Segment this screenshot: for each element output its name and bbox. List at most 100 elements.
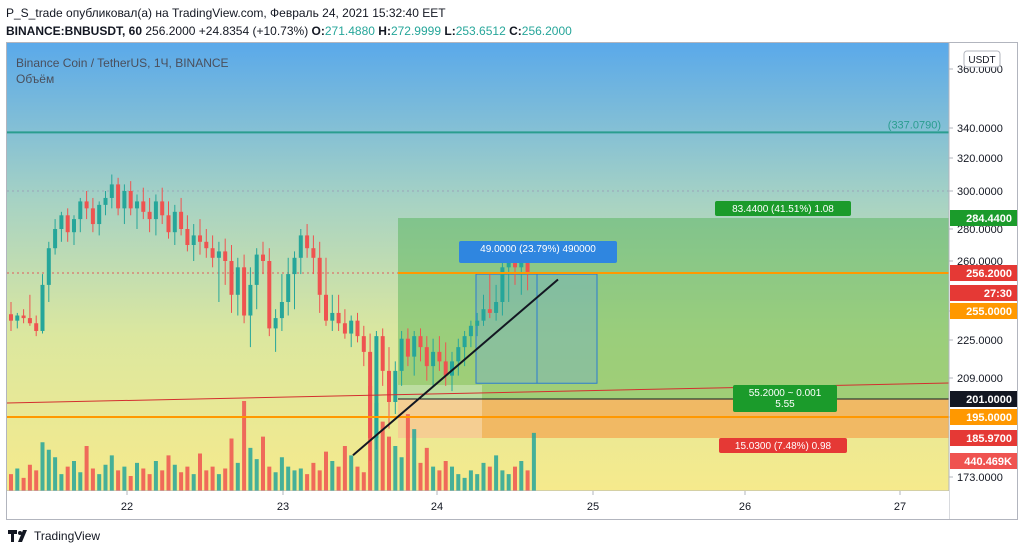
volume-bar — [267, 466, 272, 491]
volume-bar — [198, 453, 202, 491]
candle-body — [292, 257, 297, 275]
candle-body — [494, 302, 499, 313]
stop-zone — [398, 399, 949, 438]
trendline — [352, 278, 559, 456]
tradingview-logo-icon — [8, 530, 27, 542]
candle-body — [361, 336, 366, 352]
candle-body — [468, 325, 473, 337]
volume-bar — [462, 477, 467, 491]
candle-body — [223, 251, 228, 261]
candle-body — [456, 347, 461, 362]
time-tick-label: 27 — [894, 501, 906, 513]
volume-bar — [418, 462, 423, 491]
volume-bar — [78, 472, 83, 491]
candle-body — [72, 219, 76, 233]
stop-label-text: 15.0300 (7.48%) 0.98 — [735, 441, 832, 452]
chart-header: P_S_trade опубликовал(а) на TradingView.… — [6, 4, 1016, 40]
candle-body — [342, 323, 347, 334]
footer-brand-label: TradingView — [34, 529, 101, 543]
volume-bar — [475, 474, 480, 491]
price-tag-label: 195.0000 — [966, 412, 1012, 424]
volume-bar — [531, 432, 536, 491]
candle-body — [355, 320, 360, 337]
price-tag-profit — [950, 210, 1017, 226]
volume-bar — [84, 446, 89, 491]
candle-body — [204, 241, 209, 249]
volume-bar — [72, 461, 76, 491]
volume-bar — [9, 474, 13, 491]
candle-body — [431, 351, 436, 367]
volume-bar — [141, 468, 146, 491]
position-center-label-bg — [733, 385, 837, 412]
volume-bar — [437, 470, 442, 491]
chart-area[interactable]: (337.0790) 83.4400 (41.51%) 1.08 55.2000 ~… — [6, 42, 1018, 520]
volume-bar — [172, 464, 177, 491]
candle-body — [424, 347, 429, 367]
volume-bar — [216, 474, 221, 491]
candle-body — [135, 201, 139, 209]
candle-body — [412, 336, 417, 357]
candle-body — [519, 261, 524, 268]
volume-bar — [361, 472, 366, 491]
volume-bar — [40, 442, 45, 491]
price-tag-label: 440.469K — [964, 456, 1012, 468]
level-value-label: (337.0790) — [888, 119, 941, 131]
candle-body — [380, 336, 385, 371]
candle-body — [261, 254, 265, 261]
candle-body — [405, 338, 410, 357]
candle-body — [462, 336, 467, 348]
high-value: 272.9999 — [390, 24, 442, 38]
ohlc-line: BINANCE:BNBUSDT, 60 256.2000 +24.8354 (+… — [6, 22, 1016, 40]
footer-brand[interactable]: TradingView — [6, 528, 100, 544]
volume-bar — [519, 461, 524, 491]
change-value: +24.8354 (+10.73%) — [198, 24, 309, 38]
volume-bar — [210, 466, 215, 491]
price-tag-label: 256.2000 — [966, 268, 1012, 280]
price-chart[interactable]: (337.0790) 83.4400 (41.51%) 1.08 55.2000 ~… — [7, 43, 1018, 520]
price-tag-orange — [950, 303, 1017, 319]
candle-body — [27, 318, 32, 324]
candle-body — [97, 204, 102, 225]
measure-label-text: 49.0000 (23.79%) 490000 — [480, 244, 596, 255]
time-tick-label: 23 — [277, 501, 289, 513]
volume-bar — [298, 468, 303, 491]
volume-bar — [349, 455, 354, 491]
volume-bar — [380, 421, 385, 491]
candle-body — [40, 284, 45, 331]
volume-bar — [21, 477, 26, 491]
legend-title: Binance Coin / TetherUS, 1Ч, BINANCE — [16, 56, 229, 70]
volume-bar — [248, 447, 253, 491]
target-label-text: 83.4400 (41.51%) 1.08 — [732, 204, 834, 215]
candle-body — [267, 261, 272, 329]
volume-bar — [468, 470, 473, 491]
volume-bar — [443, 461, 448, 491]
last-price: 256.2000 — [145, 24, 196, 38]
candle-body — [475, 320, 480, 326]
candle-body — [90, 208, 95, 225]
price-tag-timer — [950, 285, 1017, 301]
volume-bar — [317, 470, 322, 491]
volume-bar — [481, 462, 486, 491]
candle-body — [235, 267, 240, 295]
price-tag-label: 27:30 — [984, 288, 1012, 300]
candle-body — [487, 309, 492, 313]
close-value: 256.2000 — [521, 24, 572, 38]
volume-bar — [279, 457, 284, 491]
volume-bar — [160, 470, 165, 491]
candle-body — [298, 235, 303, 258]
candle-body — [254, 254, 259, 285]
candle-body — [160, 201, 165, 216]
candle-body — [141, 201, 146, 212]
volume-bar — [456, 474, 461, 491]
candle-body — [172, 211, 177, 233]
volume-bar — [525, 470, 530, 491]
publish-info: P_S_trade опубликовал(а) на TradingView.… — [6, 6, 446, 20]
candle-body — [525, 261, 530, 275]
volume-bar — [273, 472, 278, 491]
volume-bar — [506, 474, 511, 491]
volume-bar — [166, 455, 171, 491]
price-tag-label: 284.4400 — [966, 213, 1012, 225]
candle-body — [418, 336, 423, 348]
candle-body — [393, 370, 398, 402]
